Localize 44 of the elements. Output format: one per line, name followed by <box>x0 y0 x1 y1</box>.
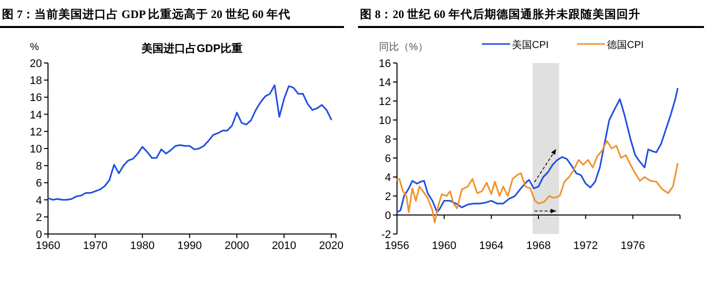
chart-subtitle: 美国进口占GDP比重 <box>140 42 242 55</box>
y-tick-label: 16 <box>378 58 391 70</box>
y-tick-label: 12 <box>378 96 391 108</box>
y-tick-label: 2 <box>384 191 391 203</box>
x-tick-label: 1980 <box>130 240 155 252</box>
legend-label: 美国CPI <box>512 39 549 51</box>
y-tick-label: 14 <box>378 77 391 89</box>
x-tick-label: 1970 <box>82 240 108 252</box>
x-tick-label: 2010 <box>272 240 296 252</box>
chart-title: 图 8：20 世纪 60 年代后期德国通胀并未跟随美国回升 <box>360 7 640 21</box>
y-tick-label: 4 <box>36 194 42 207</box>
line-series <box>396 88 678 213</box>
y-tick-label: 2 <box>36 212 42 224</box>
y-tick-label: 6 <box>384 153 391 165</box>
line-series <box>47 84 332 201</box>
y-axis-title: 同比（%） <box>379 41 428 53</box>
legend-label: 德国CPI <box>607 40 644 51</box>
x-tick-label: 1956 <box>384 240 410 252</box>
y-tick-label: 8 <box>36 160 42 173</box>
x-tick-label: 1990 <box>177 240 202 252</box>
y-tick-label: -2 <box>381 229 391 241</box>
x-tick-label: 1960 <box>36 240 60 252</box>
x-tick-label: 1960 <box>432 240 456 252</box>
y-tick-label: 4 <box>384 172 391 184</box>
y-tick-label: 0 <box>384 210 391 222</box>
y-tick-label: 10 <box>378 115 391 127</box>
y-tick-label: 10 <box>30 144 42 156</box>
y-tick-label: 16 <box>30 92 42 104</box>
y-tick-label: 8 <box>384 134 391 146</box>
x-tick-label: 1968 <box>526 240 551 252</box>
line-series <box>396 140 678 224</box>
x-tick-label: 2020 <box>319 240 344 252</box>
y-axis-title: % <box>30 42 39 53</box>
y-tick-label: 14 <box>30 109 42 122</box>
x-tick-label: 2000 <box>224 240 250 252</box>
x-tick-label: 1976 <box>620 240 646 252</box>
y-tick-label: 18 <box>30 75 42 88</box>
x-tick-label: 1972 <box>573 240 598 252</box>
y-tick-label: 0 <box>36 229 42 241</box>
y-tick-label: 20 <box>30 58 42 70</box>
x-tick-label: 1964 <box>479 240 504 252</box>
y-tick-label: 12 <box>30 126 42 138</box>
chart-title: 图 7：当前美国进口占 GDP 比重远高于 20 世纪 60 年代 <box>2 7 291 21</box>
y-tick-label: 6 <box>36 178 42 190</box>
